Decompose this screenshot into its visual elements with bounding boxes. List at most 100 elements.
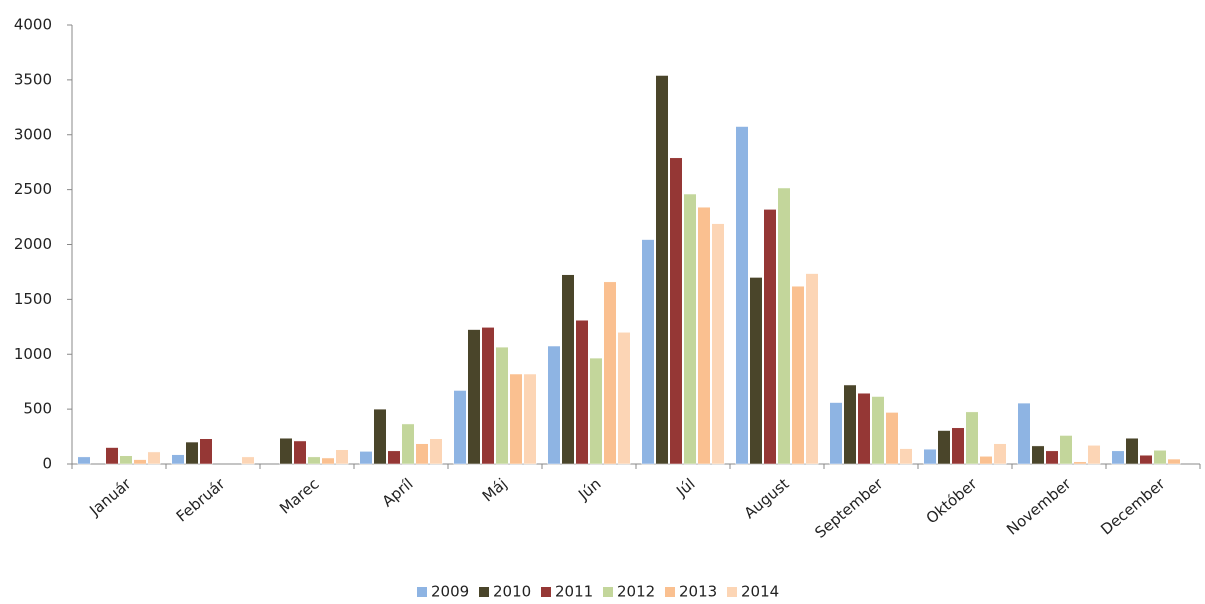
y-tick-label: 3500 — [14, 70, 52, 88]
bar — [576, 320, 589, 464]
x-tick-label: Apríl — [379, 475, 417, 511]
bar — [712, 224, 725, 464]
bar — [186, 442, 199, 464]
legend-swatch — [479, 587, 489, 597]
bar — [1074, 462, 1087, 464]
y-tick-label: 4000 — [14, 16, 52, 34]
bar — [938, 431, 951, 464]
bar — [858, 393, 871, 464]
bar — [698, 207, 711, 464]
legend-swatch — [417, 587, 427, 597]
x-tick-label: Február — [173, 474, 229, 525]
bar — [604, 282, 617, 464]
bar — [1126, 438, 1139, 464]
bar — [562, 275, 575, 464]
bar — [830, 403, 843, 464]
bar — [360, 451, 373, 464]
y-tick-label: 500 — [23, 400, 52, 418]
bar — [764, 209, 777, 464]
x-tick-label: Jún — [574, 475, 604, 504]
bar — [106, 448, 119, 464]
bar — [322, 458, 335, 464]
bar — [618, 332, 631, 464]
bar — [642, 240, 655, 464]
bar — [1088, 445, 1101, 464]
bar — [402, 424, 415, 464]
bar — [806, 274, 819, 464]
bar — [1154, 450, 1167, 464]
bar — [900, 449, 913, 464]
bar — [844, 385, 857, 464]
bar — [656, 75, 669, 464]
bar — [430, 439, 443, 464]
bar — [524, 374, 537, 464]
bar — [172, 455, 185, 464]
bar — [792, 286, 805, 464]
legend-swatch — [541, 587, 551, 597]
bar — [416, 444, 429, 464]
x-tick-label: December — [1097, 474, 1169, 538]
x-tick-label: November — [1003, 474, 1075, 538]
bar — [1112, 451, 1125, 464]
bar — [496, 347, 509, 464]
bar — [482, 327, 495, 464]
x-tick-label: Január — [85, 474, 135, 520]
bar — [670, 158, 683, 464]
bar — [952, 428, 965, 464]
y-tick-label: 3000 — [14, 125, 52, 143]
bar — [148, 452, 161, 464]
y-tick-label: 1500 — [14, 290, 52, 308]
bar — [242, 457, 255, 464]
bar — [778, 188, 791, 464]
chart: 05001000150020002500300035004000JanuárFe… — [0, 0, 1205, 604]
legend-label: 2013 — [679, 583, 717, 601]
bar — [374, 409, 387, 464]
legend-swatch — [603, 587, 613, 597]
bar — [1032, 446, 1045, 464]
x-tick-label: August — [741, 475, 793, 523]
bar — [1140, 455, 1153, 464]
bar — [872, 397, 885, 464]
bar — [120, 456, 133, 464]
bar — [548, 346, 561, 464]
bar — [510, 374, 523, 464]
bar — [684, 194, 697, 464]
bar — [336, 450, 349, 464]
bar — [736, 127, 749, 464]
bar — [454, 390, 467, 464]
legend-label: 2011 — [555, 583, 593, 601]
bar — [924, 449, 937, 464]
bar — [1060, 435, 1073, 464]
bar — [294, 441, 307, 464]
x-tick-label: September — [811, 474, 887, 542]
bar — [980, 456, 993, 464]
legend-swatch — [727, 587, 737, 597]
bar — [994, 444, 1007, 464]
bar — [1168, 459, 1181, 464]
bar — [886, 412, 899, 464]
bar — [280, 438, 293, 464]
x-tick-label: Marec — [276, 475, 322, 518]
bar — [134, 460, 147, 464]
bar — [308, 457, 321, 464]
bar — [200, 439, 213, 464]
bar — [590, 358, 603, 464]
x-tick-label: Máj — [479, 475, 511, 506]
legend-label: 2012 — [617, 583, 655, 601]
bar — [1046, 451, 1059, 464]
bar — [966, 412, 979, 464]
bar — [1018, 403, 1031, 464]
y-tick-label: 2000 — [14, 235, 52, 253]
bar — [388, 451, 401, 464]
x-tick-label: Október — [923, 474, 982, 527]
y-tick-label: 0 — [42, 455, 52, 473]
bar — [78, 457, 91, 464]
x-tick-label: Júl — [672, 475, 698, 501]
legend-label: 2009 — [431, 583, 469, 601]
legend-swatch — [665, 587, 675, 597]
legend-label: 2014 — [741, 583, 779, 601]
bar — [468, 330, 481, 464]
y-tick-label: 1000 — [14, 345, 52, 363]
bar — [750, 277, 763, 464]
legend-label: 2010 — [493, 583, 531, 601]
